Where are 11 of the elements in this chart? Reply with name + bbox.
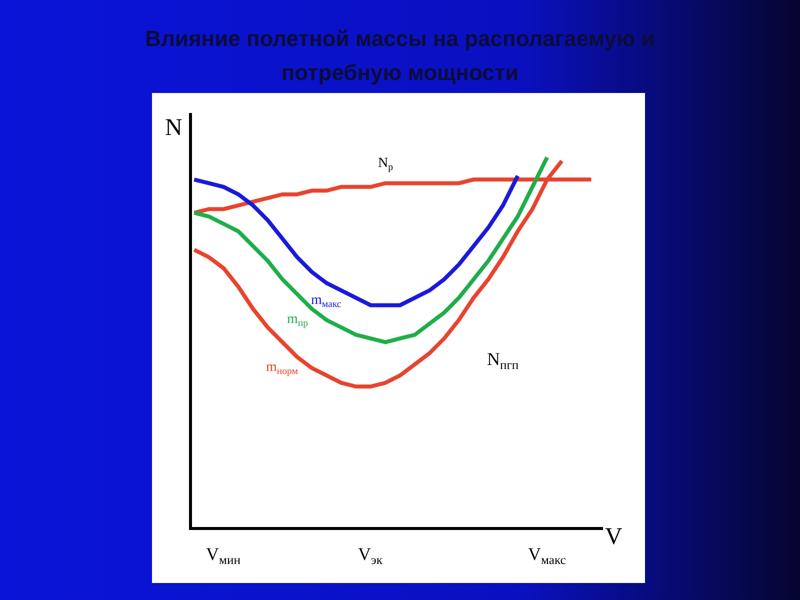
annotation: N$_{пгп}$ [487, 349, 519, 372]
y-axis-title: N [165, 115, 182, 141]
series-label: m$_{макс}$ [311, 293, 342, 310]
series-label: N$_{р}$ [378, 156, 394, 173]
series-label: m$_{норм}$ [266, 360, 298, 377]
text: V$_{эк}$ [358, 544, 384, 567]
text: V$_{макс}$ [528, 544, 566, 567]
text: V$_{мин}$ [206, 544, 241, 567]
chart-title: Влияние полетной массы на располагаемую и потребную мощности [144, 25, 656, 87]
series-label: m$_{пр}$ [287, 312, 308, 329]
x-axis-title: V [605, 524, 623, 550]
